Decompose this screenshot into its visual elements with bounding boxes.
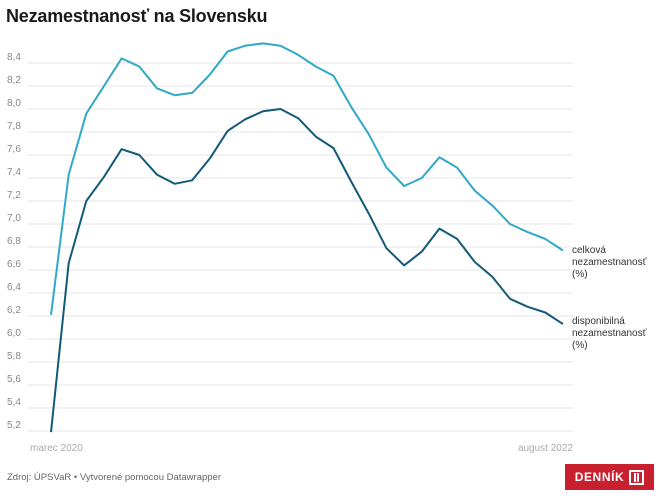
series-label-celkova: celková nezamestnanosť (%) xyxy=(572,245,647,280)
y-tick-label: 7,4 xyxy=(7,167,21,178)
y-axis-ticks: 8,4 8,2 8,0 7,8 7,6 7,4 7,2 7,0 6,8 6,6 6,4 6,2 6,0 5… xyxy=(7,52,21,431)
y-tick-label: 5,2 xyxy=(7,420,21,431)
y-tick-label: 8,2 xyxy=(7,75,21,86)
y-tick-label: 6,6 xyxy=(7,259,21,270)
y-tick-label: 6,8 xyxy=(7,236,21,247)
series-lines xyxy=(50,42,564,433)
y-tick-label: 8,4 xyxy=(7,52,21,63)
y-tick-label: 5,8 xyxy=(7,351,21,362)
y-tick-label: 7,2 xyxy=(7,190,21,201)
series-label-disponibilna: disponibilná nezamestnanosť (%) xyxy=(572,316,647,351)
x-tick-end: august 2022 xyxy=(518,443,573,454)
series-line-celkova xyxy=(50,42,564,316)
y-tick-label: 6,2 xyxy=(7,305,21,316)
brand-logo[interactable]: DENNÍK xyxy=(565,464,654,490)
y-tick-label: 7,6 xyxy=(7,144,21,155)
y-tick-label: 5,4 xyxy=(7,397,21,408)
brand-name: DENNÍK xyxy=(574,470,625,484)
y-tick-label: 6,4 xyxy=(7,282,21,293)
source-footer: Zdroj: ÚPSVaR • Vytvorené pomocou Datawr… xyxy=(7,472,222,483)
series-line-disponibilna xyxy=(50,108,564,433)
x-axis-ticks: marec 2020 august 2022 xyxy=(30,443,573,454)
line-chart: 8,4 8,2 8,0 7,8 7,6 7,4 7,2 7,0 6,8 6,6 6,4 6,2 6,0 5… xyxy=(7,42,647,454)
x-tick-start: marec 2020 xyxy=(30,443,83,454)
grid xyxy=(28,62,573,432)
y-tick-label: 8,0 xyxy=(7,98,21,109)
y-tick-label: 7,0 xyxy=(7,213,21,224)
chart-title: Nezamestnanosť na Slovensku xyxy=(6,6,268,26)
brand-mark-icon xyxy=(629,469,645,485)
y-tick-label: 5,6 xyxy=(7,374,21,385)
y-tick-label: 7,8 xyxy=(7,121,21,132)
y-tick-label: 6,0 xyxy=(7,328,21,339)
series-labels: celková nezamestnanosť (%) disponibilná neza… xyxy=(572,245,647,351)
